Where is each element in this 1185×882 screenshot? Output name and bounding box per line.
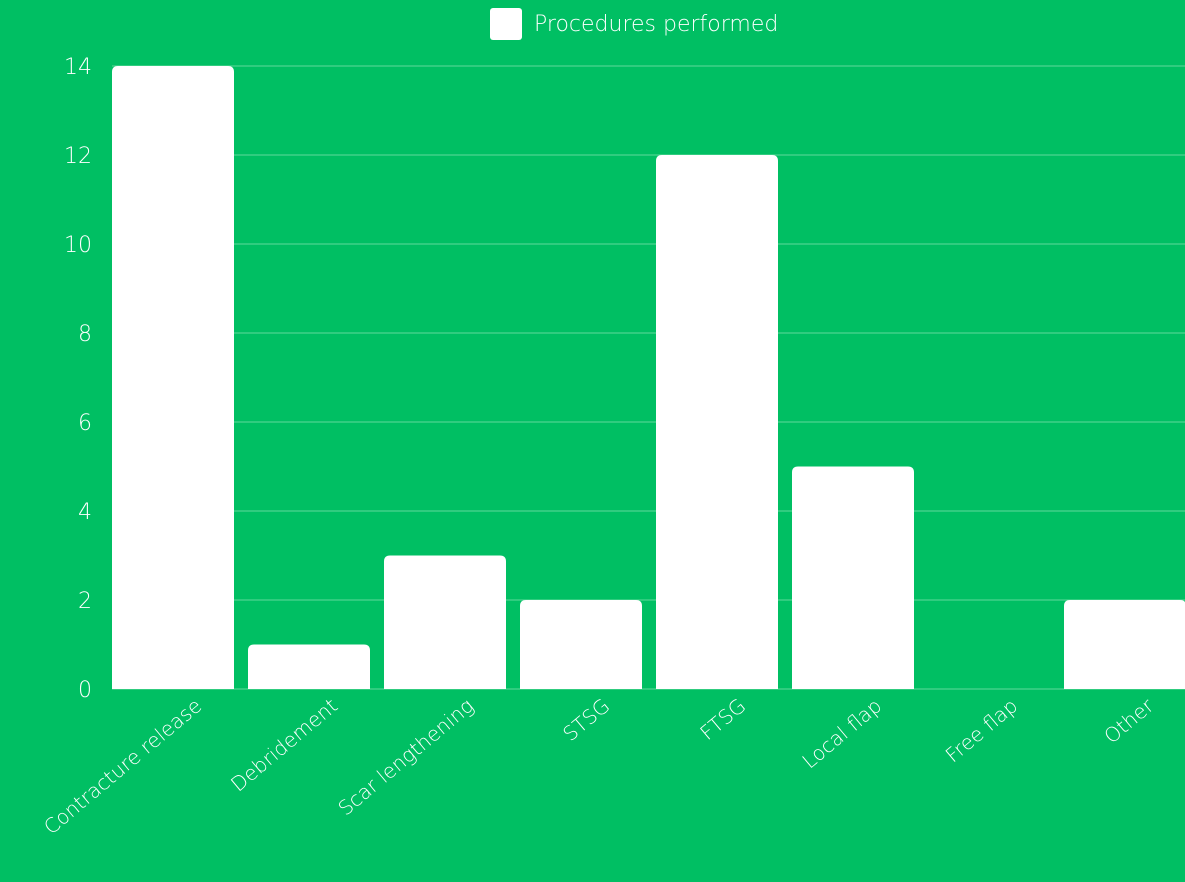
legend: Procedures performed [490,8,778,40]
y-tick-label: 2 [78,589,92,614]
x-tick-label: Scar lengthening [333,693,478,820]
x-tick-label: Free flap [941,693,1023,767]
x-tick-label: Contracture release [39,693,206,839]
x-tick-label: FTSG [695,693,750,745]
grid-lines [112,65,1185,690]
bar-other [1064,600,1185,689]
x-tick-label: Other [1099,693,1159,748]
y-tick-label: 14 [64,55,92,80]
y-tick-label: 8 [78,322,92,347]
y-tick-label: 6 [78,411,92,436]
legend-label: Procedures performed [534,11,779,37]
y-tick-label: 4 [78,500,92,525]
bar-scar-lengthening [384,555,506,689]
bar-ftsg [656,155,778,689]
x-tick-label: STSG [558,693,614,746]
bar-debridement [248,644,370,689]
bar-contracture-release [112,66,234,689]
y-tick-label: 12 [64,144,92,169]
bar-local-flap [792,466,914,689]
bars [112,66,1185,689]
bar-stsg [520,600,642,689]
legend-swatch [490,8,522,40]
y-axis-ticks: 0 2 4 6 8 10 12 14 [64,55,92,703]
x-tick-label: Debridement [226,693,342,796]
y-tick-label: 10 [64,233,92,258]
x-tick-label: Local flap [797,693,886,773]
y-tick-label: 0 [78,678,92,703]
